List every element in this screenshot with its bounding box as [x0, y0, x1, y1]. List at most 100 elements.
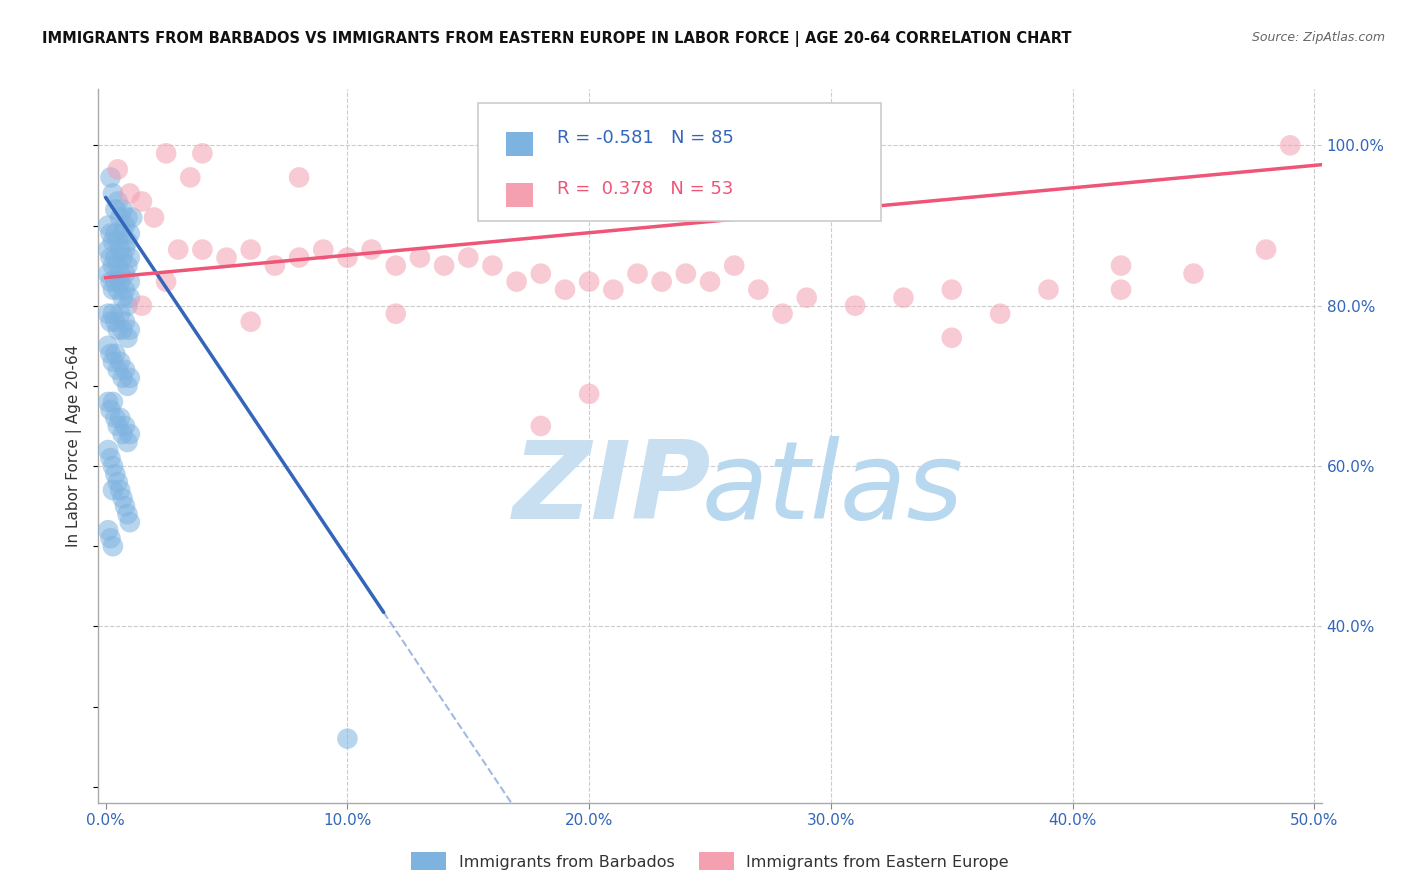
- Point: [104, 347, 127, 361]
- Point: [107, 194, 129, 209]
- Point: [97, 442, 120, 457]
- Point: [117, 379, 139, 393]
- Point: [108, 307, 131, 321]
- Point: [104, 251, 127, 265]
- Legend: Immigrants from Barbados, Immigrants from Eastern Europe: Immigrants from Barbados, Immigrants fro…: [405, 846, 1015, 877]
- Point: [117, 235, 139, 249]
- Point: [114, 283, 136, 297]
- Point: [108, 411, 131, 425]
- Point: [941, 331, 963, 345]
- Point: [121, 211, 143, 225]
- Point: [433, 259, 456, 273]
- Point: [100, 531, 122, 545]
- Point: [101, 458, 124, 473]
- Point: [264, 259, 287, 273]
- Point: [97, 243, 120, 257]
- Point: [1038, 283, 1060, 297]
- Point: [844, 299, 866, 313]
- Point: [101, 395, 124, 409]
- Text: ZIP: ZIP: [513, 436, 711, 541]
- Point: [104, 315, 127, 329]
- Text: R = -0.581   N = 85: R = -0.581 N = 85: [557, 129, 734, 147]
- Point: [104, 275, 127, 289]
- Point: [360, 243, 382, 257]
- Point: [117, 331, 139, 345]
- Text: IMMIGRANTS FROM BARBADOS VS IMMIGRANTS FROM EASTERN EUROPE IN LABOR FORCE | AGE : IMMIGRANTS FROM BARBADOS VS IMMIGRANTS F…: [42, 31, 1071, 47]
- Point: [118, 275, 141, 289]
- Point: [239, 243, 262, 257]
- Point: [118, 371, 141, 385]
- Point: [108, 267, 131, 281]
- Point: [191, 146, 214, 161]
- Point: [114, 419, 136, 434]
- Point: [772, 307, 794, 321]
- Point: [108, 211, 131, 225]
- Point: [114, 219, 136, 233]
- Point: [179, 170, 201, 185]
- Point: [100, 403, 122, 417]
- Text: atlas: atlas: [702, 436, 963, 541]
- Bar: [506, 132, 533, 156]
- Point: [97, 523, 120, 537]
- Point: [215, 251, 238, 265]
- Point: [104, 411, 127, 425]
- Point: [111, 427, 134, 442]
- Point: [409, 251, 432, 265]
- Point: [108, 483, 131, 497]
- Point: [100, 450, 122, 465]
- Point: [336, 731, 359, 746]
- Point: [97, 267, 120, 281]
- Point: [108, 243, 131, 257]
- Point: [143, 211, 166, 225]
- Point: [191, 243, 214, 257]
- Point: [1182, 267, 1205, 281]
- Point: [336, 251, 359, 265]
- Point: [101, 483, 124, 497]
- Point: [941, 283, 963, 297]
- Point: [114, 499, 136, 513]
- Point: [107, 283, 129, 297]
- Point: [111, 371, 134, 385]
- Point: [118, 323, 141, 337]
- Point: [100, 251, 122, 265]
- Point: [288, 170, 311, 185]
- Point: [101, 355, 124, 369]
- Point: [578, 387, 600, 401]
- Point: [117, 299, 139, 313]
- Point: [1109, 259, 1132, 273]
- Point: [117, 259, 139, 273]
- Point: [578, 275, 600, 289]
- Point: [117, 435, 139, 450]
- Point: [384, 307, 406, 321]
- Point: [1109, 283, 1132, 297]
- Point: [101, 235, 124, 249]
- Point: [107, 419, 129, 434]
- Point: [131, 299, 153, 313]
- Point: [108, 355, 131, 369]
- FancyBboxPatch shape: [478, 103, 882, 221]
- Point: [114, 363, 136, 377]
- Point: [101, 307, 124, 321]
- Point: [118, 291, 141, 305]
- Y-axis label: In Labor Force | Age 20-64: In Labor Force | Age 20-64: [66, 345, 83, 547]
- Point: [111, 202, 134, 217]
- Point: [747, 283, 769, 297]
- Point: [530, 267, 553, 281]
- Point: [111, 491, 134, 505]
- Point: [100, 227, 122, 241]
- Point: [626, 202, 648, 217]
- Text: R =  0.378   N = 53: R = 0.378 N = 53: [557, 180, 734, 198]
- Point: [530, 419, 553, 434]
- Point: [118, 186, 141, 201]
- Point: [107, 259, 129, 273]
- Point: [384, 259, 406, 273]
- Point: [97, 395, 120, 409]
- Point: [104, 227, 127, 241]
- Point: [114, 267, 136, 281]
- Point: [104, 467, 127, 481]
- Point: [100, 315, 122, 329]
- Bar: [506, 183, 533, 207]
- Point: [100, 275, 122, 289]
- Point: [651, 275, 673, 289]
- Point: [117, 211, 139, 225]
